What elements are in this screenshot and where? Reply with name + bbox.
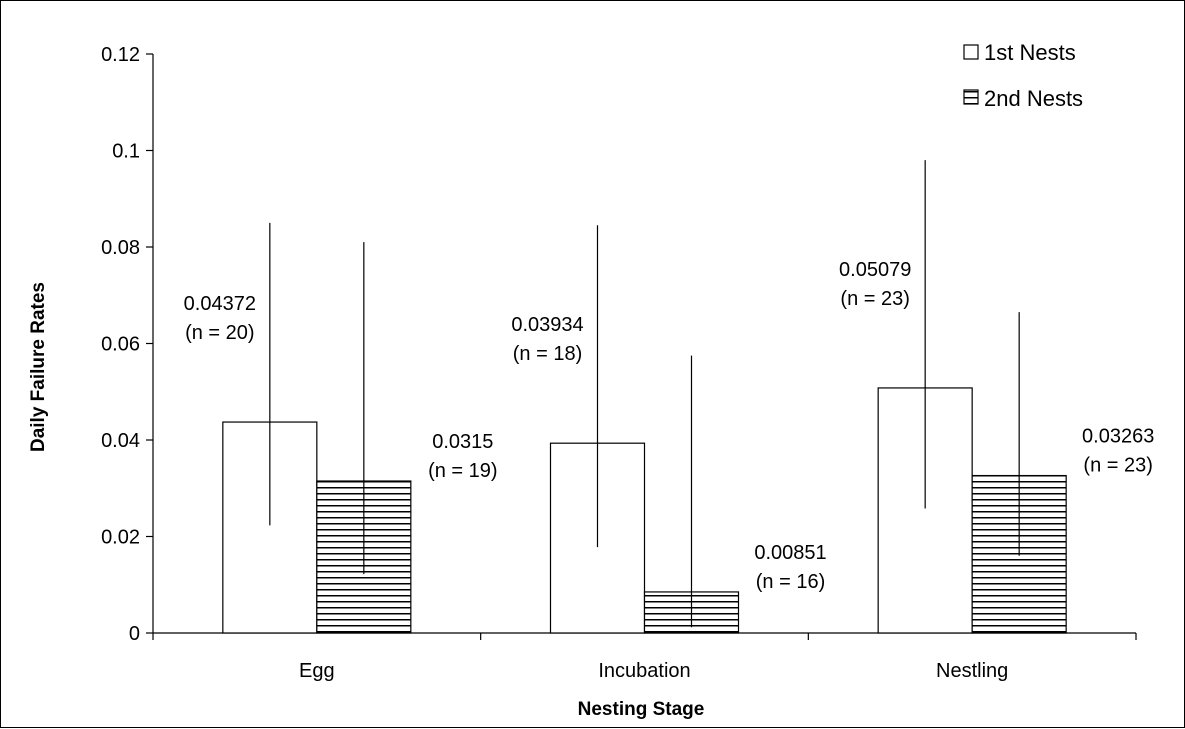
data-label-n-egg-2nd-nests: (n = 19) — [428, 460, 497, 482]
data-label-value-egg-1st-nests: 0.04372 — [184, 293, 256, 315]
x-tick-label-egg: Egg — [299, 660, 335, 682]
y-tick-label: 0.1 — [112, 141, 140, 163]
data-label-value-incubation-1st-nests: 0.03934 — [511, 314, 583, 336]
axes: 0 0.02 0.04 0.06 0.08 0.1 0.12 Egg Incubation Nes… — [101, 44, 1137, 682]
legend-swatch-1st-nests — [963, 44, 979, 60]
x-axis-title: Nesting Stage — [578, 699, 705, 720]
x-tick-label-incubation: Incubation — [598, 660, 690, 682]
y-axis-title: Daily Failure Rates — [28, 282, 49, 452]
data-label-n-nestling-1st-nests: (n = 23) — [840, 288, 909, 310]
data-label-value-incubation-2nd-nests: 0.00851 — [754, 542, 826, 564]
y-tick-label: 0 — [129, 623, 140, 645]
y-tick-label: 0.08 — [101, 237, 140, 259]
y-tick-label: 0.04 — [101, 430, 140, 452]
data-labels: 0.04372 (n = 20) 0.0315 (n = 19) 0.03934 (n =… — [184, 259, 1155, 593]
x-tick-label-nestling: Nestling — [936, 660, 1008, 682]
bars — [222, 387, 1067, 634]
y-tick-label: 0.02 — [101, 527, 140, 549]
legend-label-2nd-nests: 2nd Nests — [984, 86, 1083, 111]
data-label-n-egg-1st-nests: (n = 20) — [185, 322, 254, 344]
data-label-n-incubation-1st-nests: (n = 18) — [513, 343, 582, 365]
data-label-value-nestling-1st-nests: 0.05079 — [839, 259, 911, 281]
data-label-value-nestling-2nd-nests: 0.03263 — [1082, 426, 1154, 448]
y-tick-label: 0.06 — [101, 334, 140, 356]
legend-label-1st-nests: 1st Nests — [984, 40, 1076, 65]
legend-swatch-2nd-nests — [963, 89, 979, 105]
legend: 1st Nests 2nd Nests — [963, 40, 1083, 111]
data-label-n-nestling-2nd-nests: (n = 23) — [1083, 455, 1152, 477]
data-label-n-incubation-2nd-nests: (n = 16) — [756, 571, 825, 593]
y-tick-label: 0.12 — [101, 44, 140, 66]
data-label-value-egg-2nd-nests: 0.0315 — [432, 431, 493, 453]
error-bars — [269, 160, 1020, 628]
